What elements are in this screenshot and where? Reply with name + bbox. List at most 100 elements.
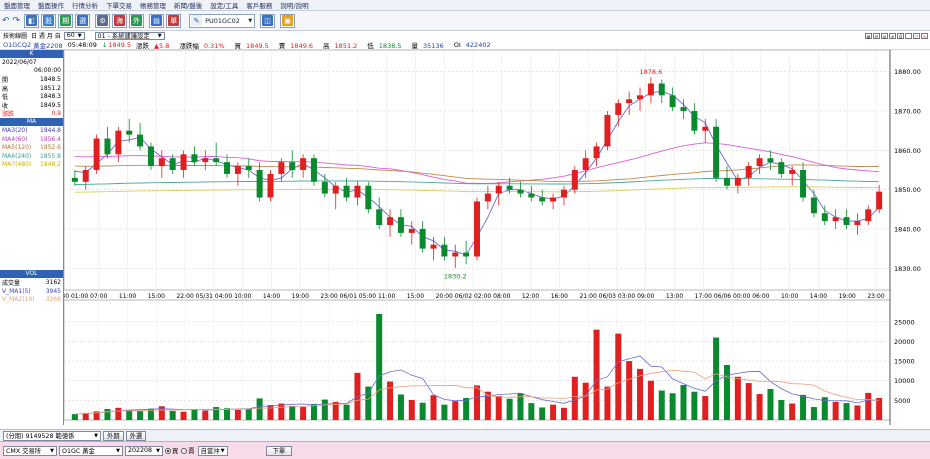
overseas-button[interactable]: 海 [112, 13, 128, 28]
overseas-tab-button[interactable]: 外選 [125, 430, 147, 441]
window-mode-1-button[interactable]: ▣ [280, 13, 296, 28]
ma-row-2: MA5(120) 1852.6 [0, 143, 63, 152]
volume-bar [647, 380, 654, 420]
menu-item-2[interactable]: 行情分析 [72, 2, 98, 10]
vol-header: VOL [0, 270, 63, 279]
order-type-select[interactable]: 自當沖 ▼ [197, 445, 228, 456]
vol-row-0: 成交量 3162 [0, 278, 63, 287]
print-icon[interactable]: ⎙ [897, 33, 904, 39]
ma-row-0-label: MA3(20) [2, 126, 28, 134]
volume-bar [376, 313, 383, 420]
candle [539, 197, 546, 202]
candle [430, 244, 437, 249]
quote-high: 1851.2 [334, 41, 358, 50]
quote-vol: 35136 [423, 41, 444, 50]
quote-bid: 1849.5 [246, 41, 269, 50]
menu-item-1[interactable]: 盤面操作 [38, 2, 64, 10]
price-axis-label: 1830.00 [894, 265, 921, 273]
ma-row-4-label: MA7(480) [2, 161, 32, 169]
quote-low: 1838.5 [378, 41, 402, 50]
close-icon[interactable]: × [921, 33, 928, 39]
split-button[interactable]: 外期 [103, 430, 124, 441]
volume-bar [702, 396, 709, 420]
volume-bar [71, 414, 78, 420]
quote-name: 黃金2208 [33, 41, 63, 50]
order-button[interactable]: 單 [166, 13, 182, 28]
redo-icon[interactable]: ↷ [12, 15, 21, 26]
menu-item-7[interactable]: 客戶服務 [246, 2, 273, 10]
menu-item-0[interactable]: 盤面管理 [4, 2, 30, 10]
ohlc-row-2: 低 1848.3 [0, 92, 63, 101]
exchange-select[interactable]: CMX 交易所 ▼ [3, 445, 57, 456]
ask-label: 賣 [278, 41, 286, 50]
settings-icon[interactable]: ⚙ [873, 33, 880, 39]
menu-item-3[interactable]: 下單交易 [106, 2, 132, 10]
candle [463, 252, 470, 257]
futures-button[interactable]: 期 [58, 13, 74, 28]
contract-select[interactable]: O1GC 黃金 ▼ [59, 445, 123, 456]
volume-bar [691, 391, 698, 420]
volume-bar [321, 399, 328, 420]
volume-axis-label: 15000 [894, 358, 915, 366]
menu-item-8[interactable]: 說明/說明 [280, 2, 309, 10]
toolbox-icon[interactable]: ▦ [865, 33, 872, 39]
undo-icon[interactable]: ↶ [2, 15, 10, 26]
candle [767, 158, 774, 163]
ma480-line [74, 186, 880, 193]
candle [669, 95, 676, 108]
maximize-icon[interactable]: □ [913, 33, 920, 39]
volume-bar [854, 405, 861, 420]
vol-row-2-label: V_MA2(10) [2, 296, 35, 304]
period-tabs[interactable]: 日 週 月 自 [31, 33, 61, 40]
candle [658, 83, 665, 96]
option-button[interactable]: 選 [75, 13, 91, 28]
vma10-line [74, 369, 880, 415]
volume-bar [180, 411, 187, 420]
chart-icon: ▤ [151, 15, 163, 26]
grid-icon[interactable]: ▤ [881, 33, 888, 39]
menu-item-6[interactable]: 設定/工具 [210, 2, 239, 10]
time-axis-label: 12:00 [522, 293, 539, 300]
time-axis-label: 06/02 02:00 [455, 293, 492, 300]
window-mode-1-icon: ▣ [282, 15, 294, 26]
fx-button[interactable]: 外 [129, 13, 145, 28]
volume-bar [245, 408, 252, 420]
symbol-select: PU01GC02 [205, 16, 240, 25]
time-axis-label: 20:00 [436, 293, 453, 300]
symbol-picker[interactable]: ✎ PU01GC02 ▼ [189, 13, 256, 28]
candle [234, 166, 241, 174]
account-select[interactable]: (分期) 9149528 範億係 ▼ [3, 430, 101, 441]
sell-radio[interactable]: 賣 [181, 446, 195, 455]
price-axis-label: 1870.00 [894, 108, 921, 116]
stock-button[interactable]: 股 [41, 13, 57, 28]
period-select[interactable]: 60 ▼ [63, 31, 85, 40]
buy-radio[interactable]: 買 [165, 446, 178, 455]
volume-bar [256, 398, 263, 420]
price-chart[interactable]: 1880.00 1870.00 1860.00 1850.00 1840.00 1830.… [64, 50, 930, 425]
chart-button[interactable]: ▤ [149, 13, 165, 28]
window-mode-0-button[interactable]: ◫ [260, 13, 276, 28]
candle [615, 103, 622, 115]
ohlc-row-1-label: 高 [2, 85, 9, 93]
candle [550, 197, 557, 202]
menu-item-5[interactable]: 新聞/盤後 [174, 2, 203, 10]
quote-change: ▲5.8 [154, 41, 170, 50]
volume-bar [680, 385, 687, 420]
month-select[interactable]: 202208 ▼ [125, 445, 163, 456]
volume-bar [387, 381, 394, 420]
chart-search-icon: ✎ [191, 15, 203, 26]
menu-item-4[interactable]: 帳務管理 [140, 2, 166, 10]
candle [756, 158, 763, 167]
volume-bar [604, 386, 611, 420]
minimize-icon[interactable]: _ [905, 33, 912, 39]
toggle-button[interactable]: ◧ [24, 13, 40, 28]
volume-bar [137, 410, 144, 420]
volume-bar [560, 407, 567, 420]
ma240-line [74, 178, 880, 185]
gear-button[interactable]: ⚙ [95, 13, 111, 28]
indicator-select[interactable]: 01 - 系統建議設定 ▼ [94, 31, 165, 40]
time-axis-label: 06:00 [752, 293, 769, 300]
place-order-button[interactable]: 下單 [265, 445, 293, 456]
candle [278, 162, 285, 174]
zoom-icon[interactable]: ⊕ [889, 33, 896, 39]
